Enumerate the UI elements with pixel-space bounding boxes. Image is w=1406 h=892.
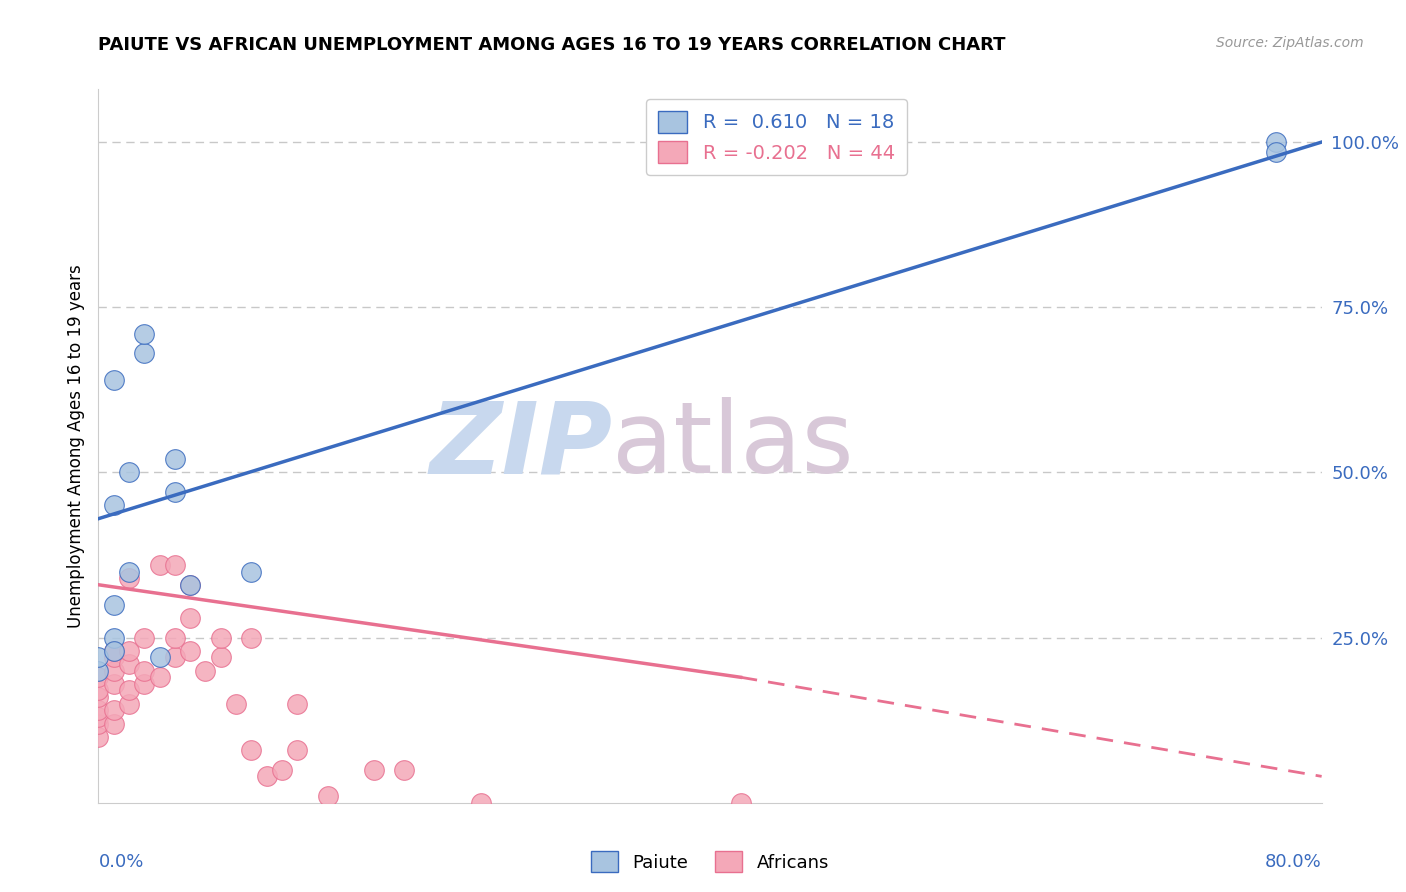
Point bbox=[163, 558, 186, 572]
Point bbox=[163, 650, 186, 665]
Point bbox=[134, 326, 156, 341]
Text: 0.0%: 0.0% bbox=[98, 853, 143, 871]
Point bbox=[392, 763, 416, 777]
Point bbox=[256, 769, 278, 783]
Point bbox=[730, 796, 752, 810]
Point bbox=[134, 346, 156, 360]
Point bbox=[103, 664, 125, 678]
Point bbox=[103, 650, 125, 665]
Point bbox=[134, 677, 156, 691]
Point bbox=[118, 565, 141, 579]
Point bbox=[209, 631, 232, 645]
Point bbox=[225, 697, 247, 711]
Point bbox=[1264, 135, 1286, 149]
Point bbox=[285, 697, 308, 711]
Point bbox=[103, 716, 125, 731]
Point bbox=[103, 598, 125, 612]
Point bbox=[87, 703, 110, 717]
Point bbox=[103, 677, 125, 691]
Point bbox=[179, 611, 201, 625]
Point bbox=[87, 664, 110, 678]
Point bbox=[87, 690, 110, 704]
Point bbox=[134, 664, 156, 678]
Point bbox=[118, 683, 141, 698]
Point bbox=[118, 644, 141, 658]
Point bbox=[363, 763, 385, 777]
Point bbox=[179, 578, 201, 592]
Point bbox=[163, 631, 186, 645]
Point bbox=[470, 796, 492, 810]
Point bbox=[87, 683, 110, 698]
Point bbox=[103, 499, 125, 513]
Point bbox=[87, 730, 110, 744]
Point bbox=[118, 697, 141, 711]
Point bbox=[149, 650, 172, 665]
Point bbox=[87, 716, 110, 731]
Point bbox=[118, 657, 141, 671]
Y-axis label: Unemployment Among Ages 16 to 19 years: Unemployment Among Ages 16 to 19 years bbox=[66, 264, 84, 628]
Point bbox=[103, 644, 125, 658]
Legend: Paiute, Africans: Paiute, Africans bbox=[583, 844, 837, 880]
Point bbox=[194, 664, 217, 678]
Point bbox=[163, 452, 186, 467]
Point bbox=[149, 670, 172, 684]
Point bbox=[240, 631, 263, 645]
Point bbox=[134, 631, 156, 645]
Point bbox=[163, 485, 186, 500]
Text: Source: ZipAtlas.com: Source: ZipAtlas.com bbox=[1216, 36, 1364, 50]
Point bbox=[103, 703, 125, 717]
Point bbox=[285, 743, 308, 757]
Point bbox=[1264, 145, 1286, 159]
Point bbox=[118, 466, 141, 480]
Point bbox=[87, 650, 110, 665]
Point bbox=[87, 710, 110, 724]
Text: PAIUTE VS AFRICAN UNEMPLOYMENT AMONG AGES 16 TO 19 YEARS CORRELATION CHART: PAIUTE VS AFRICAN UNEMPLOYMENT AMONG AGE… bbox=[98, 36, 1005, 54]
Text: 80.0%: 80.0% bbox=[1265, 853, 1322, 871]
Point bbox=[149, 558, 172, 572]
Point bbox=[103, 373, 125, 387]
Point bbox=[240, 565, 263, 579]
Point bbox=[179, 644, 201, 658]
Point bbox=[270, 763, 292, 777]
Point bbox=[240, 743, 263, 757]
Point bbox=[103, 644, 125, 658]
Text: atlas: atlas bbox=[612, 398, 853, 494]
Point bbox=[103, 631, 125, 645]
Point bbox=[209, 650, 232, 665]
Point bbox=[179, 578, 201, 592]
Point bbox=[87, 670, 110, 684]
Point bbox=[118, 571, 141, 585]
Text: ZIP: ZIP bbox=[429, 398, 612, 494]
Point bbox=[316, 789, 339, 804]
